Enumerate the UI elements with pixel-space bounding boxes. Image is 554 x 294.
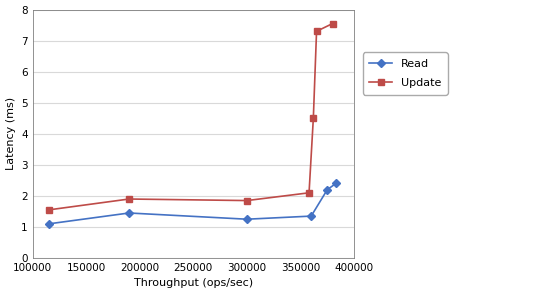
Y-axis label: Latency (ms): Latency (ms)	[6, 97, 16, 170]
Legend: Read, Update: Read, Update	[363, 52, 448, 95]
Read	[45, 222, 52, 225]
Line: Update: Update	[46, 21, 335, 213]
Update	[45, 208, 52, 212]
X-axis label: Throughput (ops/sec): Throughput (ops/sec)	[134, 278, 253, 288]
Update	[306, 191, 312, 195]
Update	[244, 199, 250, 202]
Read	[244, 218, 250, 221]
Read	[332, 182, 339, 185]
Update	[329, 22, 336, 25]
Read	[324, 188, 331, 191]
Line: Read: Read	[46, 181, 338, 227]
Update	[310, 116, 317, 120]
Read	[308, 214, 315, 218]
Update	[313, 29, 320, 33]
Read	[126, 211, 132, 215]
Update	[126, 197, 132, 201]
